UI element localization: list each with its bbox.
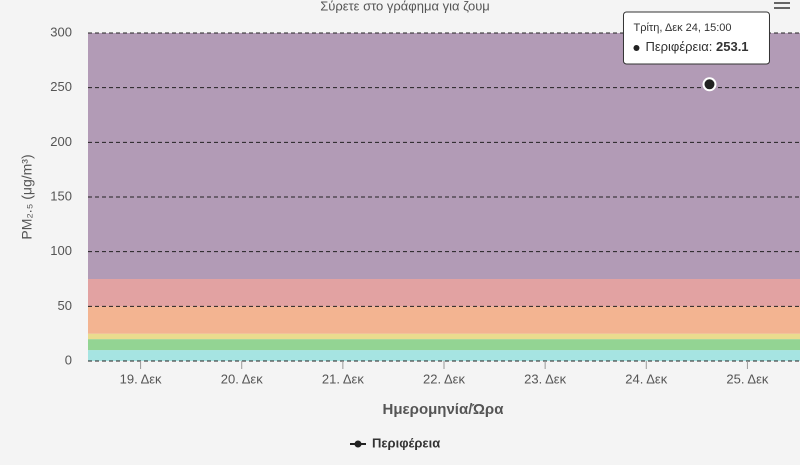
legend-label: Περιφέρεια [372, 435, 440, 450]
hover-marker [702, 77, 717, 92]
y-tick-label: 0 [65, 352, 72, 367]
tooltip-separator: : [709, 39, 716, 54]
x-tick-label: 19. Δεκ [120, 371, 162, 386]
y-tick-label: 50 [58, 298, 72, 313]
x-tick-label: 22. Δεκ [423, 371, 465, 386]
plot-band [88, 306, 800, 334]
y-axis-label: PM₂.₅ (μg/m³) [19, 154, 35, 239]
x-tick-label: 20. Δεκ [221, 371, 263, 386]
tooltip-series-name: Περιφέρεια [645, 39, 709, 54]
x-tick-label: 24. Δεκ [625, 371, 667, 386]
legend-marker [354, 440, 362, 448]
y-tick-label: 200 [50, 134, 72, 149]
menu-icon[interactable] [774, 2, 790, 9]
plot-band [88, 339, 800, 351]
x-tick-label: 21. Δεκ [322, 371, 364, 386]
y-tick-label: 300 [50, 24, 72, 39]
tooltip-header: Τρίτη, Δεκ 24, 15:00 [633, 22, 731, 34]
tooltip-value: 253.1 [716, 39, 749, 54]
y-tick-label: 100 [50, 243, 72, 258]
tooltip-bullet [633, 45, 640, 51]
plot-band [88, 350, 800, 361]
tooltip: Τρίτη, Δεκ 24, 15:00 Περιφέρεια: 253.1 [622, 11, 770, 65]
y-tick-label: 150 [50, 188, 72, 203]
tooltip-box [622, 11, 770, 65]
x-axis-label: Ημερομηνία/Ώρα [383, 401, 505, 418]
chart-title: Σύρετε στο γράφημα για ζουμ [320, 0, 490, 13]
y-tick-label: 250 [50, 79, 72, 94]
plot-band [88, 333, 800, 340]
x-tick-label: 25. Δεκ [726, 371, 768, 386]
plot-band [88, 279, 800, 307]
x-tick-label: 23. Δεκ [524, 371, 566, 386]
tooltip-text: Περιφέρεια: 253.1 [645, 39, 748, 54]
plot-band [88, 33, 800, 279]
